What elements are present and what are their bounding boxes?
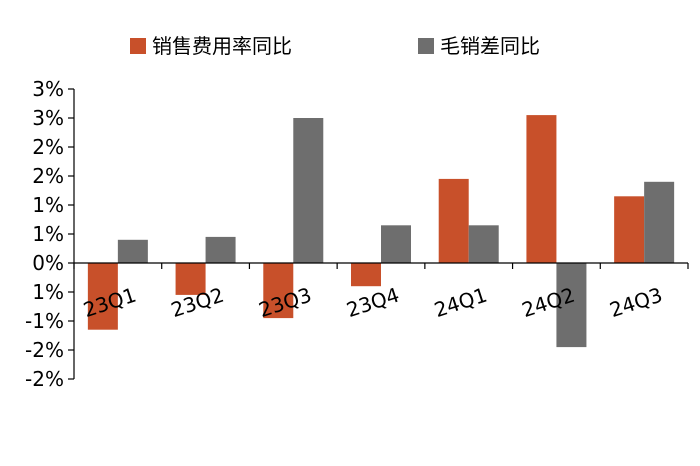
- bar-sales-expense-24q3: [614, 196, 645, 263]
- y-tick-label: 0%: [32, 251, 64, 275]
- bar-sales-expense-24q2: [526, 115, 557, 263]
- y-tick-label: 1%: [32, 280, 64, 304]
- bar-sales-expense-24q1: [438, 178, 469, 263]
- zero-line: [73, 262, 689, 269]
- legend-label-sales-expense: 销售费用率同比: [152, 34, 292, 58]
- y-tick-label: 3%: [32, 106, 64, 130]
- bar-gross-spread-23q4: [381, 225, 411, 263]
- bar-gross-spread-24q3: [644, 181, 675, 263]
- bar-gross-spread-24q1: [468, 225, 499, 263]
- legend-swatch-gross-spread: [418, 38, 434, 54]
- bar-sales-expense-23q1: [87, 263, 118, 330]
- bar-sales-expense-23q3: [263, 263, 294, 319]
- bar-gross-spread-23q2: [205, 236, 236, 263]
- bar-gross-spread-23q3: [293, 118, 324, 263]
- bar-sales-expense-23q2: [175, 263, 206, 295]
- x-tick-label: 24Q1: [431, 283, 490, 322]
- y-tick-label: 2%: [32, 164, 64, 188]
- y-tick-label: -2%: [25, 338, 64, 362]
- x-tick-label: 23Q4: [343, 283, 402, 322]
- y-tick-label: -1%: [25, 309, 64, 333]
- y-tick-label: 3%: [32, 77, 64, 101]
- y-axis: -2% -2% -1% 1% 0% 1% 1% 2% 2% 3% 3%: [25, 77, 75, 391]
- y-tick-label: -2%: [25, 367, 64, 391]
- legend: 销售费用率同比 毛销差同比: [130, 34, 540, 58]
- x-tick-label: 24Q3: [607, 283, 666, 322]
- legend-label-gross-spread: 毛销差同比: [440, 34, 540, 58]
- bar-sales-expense-23q4: [351, 263, 381, 287]
- bar-gross-spread-24q2: [556, 263, 587, 348]
- bar-gross-spread-23q1: [117, 239, 148, 263]
- legend-swatch-sales-expense: [130, 38, 146, 54]
- y-tick-label: 1%: [32, 222, 64, 246]
- y-tick-label: 2%: [32, 135, 64, 159]
- y-tick-label: 1%: [32, 193, 64, 217]
- bars: [87, 115, 675, 348]
